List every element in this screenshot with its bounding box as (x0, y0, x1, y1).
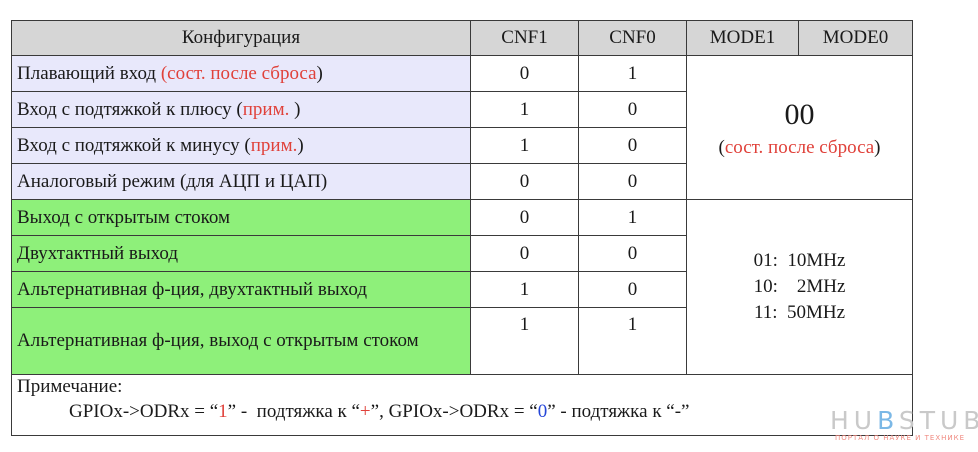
note-row: Примечание: GPIOx->ODRx = “1” - подтяжка… (11, 374, 913, 436)
cnf1-value: 0 (470, 199, 579, 236)
cnf1-value: 0 (470, 55, 579, 92)
cnf0-value: 1 (578, 199, 687, 236)
table-row: Выход с открытым стоком 0 1 01: 10MHz 10… (11, 199, 913, 375)
cnf1-value: 1 (470, 271, 579, 308)
table-row: Вход с подтяжкой к плюсу (прим. ) 1 0 (11, 91, 913, 128)
header-cnf1: CNF1 (470, 20, 579, 56)
cnf1-value: 0 (470, 235, 579, 272)
header-config: Конфигурация (11, 20, 471, 56)
row-label: Двухтактный выход (11, 235, 471, 272)
row-label: Вход с подтяжкой к плюсу (прим. ) (11, 91, 471, 128)
note-cell: Примечание: GPIOx->ODRx = “1” - подтяжка… (11, 374, 913, 436)
cnf0-value: 0 (578, 235, 687, 272)
cnf1-value: 1 (470, 127, 579, 164)
cnf0-value: 1 (578, 55, 687, 92)
hubstub-logo: HUBSTUB ПОРТАЛ О НАУКЕ И ТЕХНИКЕ (830, 406, 978, 443)
table-row: Альтернативная ф-ция, выход с открытым с… (11, 307, 913, 375)
table-row: Аналоговый режим (для АЦП и ЦАП) 0 0 (11, 163, 913, 200)
input-mode-value: 00 (784, 97, 815, 131)
row-label: Вход с подтяжкой к минусу (прим.) (11, 127, 471, 164)
logo-subtitle: ПОРТАЛ О НАУКЕ И ТЕХНИКЕ (834, 434, 966, 442)
input-mode-note: (сост. после сброса) (718, 136, 881, 158)
header-row: Конфигурация CNF1 CNF0 MODE1 MODE0 (11, 20, 913, 56)
row-label: Выход с открытым стоком (11, 199, 471, 236)
row-label: Плавающий вход (сост. после сброса) (11, 55, 471, 92)
table-row: Плавающий вход (сост. после сброса) 0 1 … (11, 55, 913, 200)
table-row: Двухтактный выход 0 0 (11, 235, 913, 272)
output-mode-cell: 01: 10MHz 10: 2MHz 11: 50MHz (686, 199, 913, 375)
freq-option: 01: 10MHz (753, 250, 846, 271)
header-mode1: MODE1 (686, 20, 799, 56)
cnf0-value: 0 (578, 91, 687, 128)
cnf0-value: 0 (578, 127, 687, 164)
cnf1-value: 1 (470, 307, 579, 375)
cnf0-value: 1 (578, 307, 687, 375)
cnf0-value: 0 (578, 163, 687, 200)
freq-option: 10: 2MHz (753, 276, 846, 297)
row-label: Аналоговый режим (для АЦП и ЦАП) (11, 163, 471, 200)
cnf1-value: 0 (470, 163, 579, 200)
logo-wordmark: HUBSTUB (830, 406, 978, 435)
freq-option: 11: 50MHz (753, 302, 846, 323)
row-label: Альтернативная ф-ция, двухтактный выход (11, 271, 471, 308)
input-mode-cell: 00 (сост. после сброса) (686, 55, 913, 200)
note-text: GPIOx->ODRx = “1” - подтяжка к “+”, GPIO… (69, 401, 690, 422)
table-row: Альтернативная ф-ция, двухтактный выход … (11, 271, 913, 308)
gpio-config-table: Конфигурация CNF1 CNF0 MODE1 MODE0 Плава… (11, 20, 913, 436)
row-label: Альтернативная ф-ция, выход с открытым с… (11, 307, 471, 375)
note-title: Примечание: (17, 376, 123, 397)
cnf1-value: 1 (470, 91, 579, 128)
cnf0-value: 0 (578, 271, 687, 308)
header-cnf0: CNF0 (578, 20, 687, 56)
header-mode0: MODE0 (798, 20, 913, 56)
